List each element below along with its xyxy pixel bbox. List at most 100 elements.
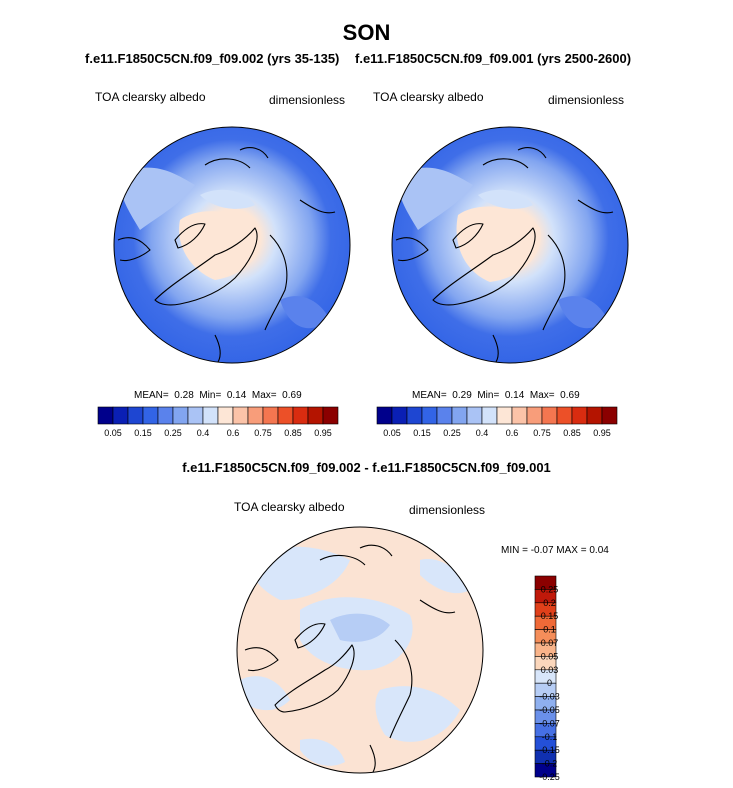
right-colorbar-box: [391, 406, 408, 425]
right-panel-variable-label: TOA clearsky albedo: [373, 90, 484, 104]
difference-minmax-label: MIN = -0.07 MAX = 0.04: [501, 545, 609, 556]
difference-colorbar-label: 0.07: [541, 638, 559, 648]
left-panel-stats: MEAN= 0.28 Min= 0.14 Max= 0.69: [134, 390, 302, 401]
right-colorbar-label: 0.85: [563, 428, 581, 438]
left-colorbar-box: [322, 406, 339, 425]
right-max-value: 0.69: [560, 390, 580, 401]
left-colorbar-box: [172, 406, 189, 425]
left-colorbar-label: 0.15: [134, 428, 152, 438]
right-colorbar-box: [406, 406, 423, 425]
left-mean-value: 0.28: [174, 390, 194, 401]
difference-colorbar-label: -0.15: [539, 745, 560, 755]
right-colorbar-label: 0.95: [593, 428, 611, 438]
right-colorbar-box: [376, 406, 393, 425]
difference-colorbar-label: 0.05: [541, 651, 559, 661]
difference-panel-units-label: dimensionless: [409, 503, 486, 517]
difference-colorbar-label: -0.2: [542, 759, 558, 769]
right-colorbar-box: [511, 406, 528, 425]
difference-colorbar-box: [534, 763, 557, 778]
right-colorbar-box: [481, 406, 498, 425]
left-colorbar-box: [307, 406, 324, 425]
right-coastlines: [395, 147, 614, 363]
right-colorbar-box: [466, 406, 483, 425]
difference-colorbar-label: 0.25: [541, 584, 559, 594]
left-colorbar-box: [187, 406, 204, 425]
right-colorbar-label: 0.75: [533, 428, 551, 438]
left-colorbar-box: [292, 406, 309, 425]
left-colorbar-label: 0.85: [284, 428, 302, 438]
right-colorbar-box: [436, 406, 453, 425]
difference-panel-title: f.e11.F1850C5CN.f09_f09.002 - f.e11.F185…: [182, 460, 551, 475]
right-panel-case-title: f.e11.F1850C5CN.f09_f09.001 (yrs 2500-26…: [355, 51, 632, 66]
difference-colorbar-label: -0.07: [539, 718, 560, 728]
difference-colorbar-label: -0.25: [539, 772, 560, 782]
left-mean-label: MEAN=: [134, 390, 169, 401]
figure-title: SON: [342, 20, 391, 45]
left-colorbar: 0.05 0.15 0.25 0.4 0.6 0.75 0.85 0.95: [97, 406, 339, 438]
left-polar-map: [113, 126, 351, 364]
difference-colorbar-label: 0.2: [543, 598, 556, 608]
right-colorbar-label: 0.4: [476, 428, 489, 438]
left-colorbar-label: 0.95: [314, 428, 332, 438]
right-colorbar-box: [421, 406, 438, 425]
left-colorbar-box: [202, 406, 219, 425]
right-max-label: Max=: [529, 390, 555, 401]
left-panel-units-label: dimensionless: [269, 93, 346, 107]
left-colorbar-box: [247, 406, 264, 425]
right-colorbar-box: [556, 406, 573, 425]
left-panel-case-title: f.e11.F1850C5CN.f09_f09.002 (yrs 35-135): [85, 51, 340, 66]
left-colorbar-box: [262, 406, 279, 425]
right-panel-units-label: dimensionless: [548, 93, 625, 107]
left-min-label: Min=: [199, 390, 222, 401]
left-min-value: 0.14: [226, 390, 247, 401]
left-colorbar-box: [277, 406, 294, 425]
right-colorbar-box: [586, 406, 603, 425]
left-colorbar-label: 0.6: [227, 428, 240, 438]
left-colorbar-box: [232, 406, 249, 425]
right-colorbar-label: 0.25: [443, 428, 461, 438]
right-colorbar-box: [451, 406, 468, 425]
left-colorbar-box: [217, 406, 234, 425]
left-colorbar-label: 0.4: [197, 428, 210, 438]
right-colorbar: 0.05 0.15 0.25 0.4 0.6 0.75 0.85 0.95: [376, 406, 618, 438]
left-max-label: Max=: [251, 390, 277, 401]
right-map-boundary: [391, 126, 629, 364]
left-map-boundary: [113, 126, 351, 364]
right-colorbar-label: 0.6: [506, 428, 519, 438]
left-colorbar-box: [97, 406, 114, 425]
left-colorbar-box: [142, 406, 159, 425]
difference-colorbar-label: -0.03: [539, 692, 560, 702]
right-colorbar-box: [526, 406, 543, 425]
left-colorbar-box: [157, 406, 174, 425]
right-colorbar-box: [571, 406, 588, 425]
left-panel-variable-label: TOA clearsky albedo: [95, 90, 206, 104]
right-min-value: 0.14: [504, 390, 525, 401]
difference-polar-map: [236, 526, 484, 774]
right-colorbar-label: 0.15: [413, 428, 431, 438]
difference-colorbar-label: 0: [547, 678, 552, 688]
left-colorbar-label: 0.25: [164, 428, 182, 438]
difference-coastlines: [244, 544, 456, 773]
left-max-value: 0.69: [282, 390, 302, 401]
difference-colorbar-label: -0.05: [539, 705, 560, 715]
difference-panel-variable-label: TOA clearsky albedo: [234, 500, 345, 514]
difference-map-boundary: [236, 526, 484, 774]
right-polar-map: [391, 126, 629, 364]
left-colorbar-box: [112, 406, 129, 425]
difference-colorbar-label: 0.15: [541, 611, 559, 621]
right-colorbar-box: [601, 406, 618, 425]
right-min-label: Min=: [477, 390, 500, 401]
difference-colorbar-label: 0.1: [543, 625, 556, 635]
left-colorbar-label: 0.05: [104, 428, 122, 438]
left-colorbar-label: 0.75: [254, 428, 272, 438]
left-colorbar-box: [127, 406, 144, 425]
difference-colorbar: 0.25 0.2 0.15 0.1 0.07 0.05 0.03 0 -0.03 -0.05 -0.…: [534, 575, 560, 782]
right-panel-stats: MEAN= 0.29 Min= 0.14 Max= 0.69: [412, 390, 580, 401]
difference-colorbar-label: -0.1: [542, 732, 558, 742]
difference-colorbar-label: 0.03: [541, 665, 559, 675]
right-colorbar-box: [496, 406, 513, 425]
right-colorbar-box: [541, 406, 558, 425]
right-mean-value: 0.29: [452, 390, 472, 401]
right-mean-label: MEAN=: [412, 390, 447, 401]
